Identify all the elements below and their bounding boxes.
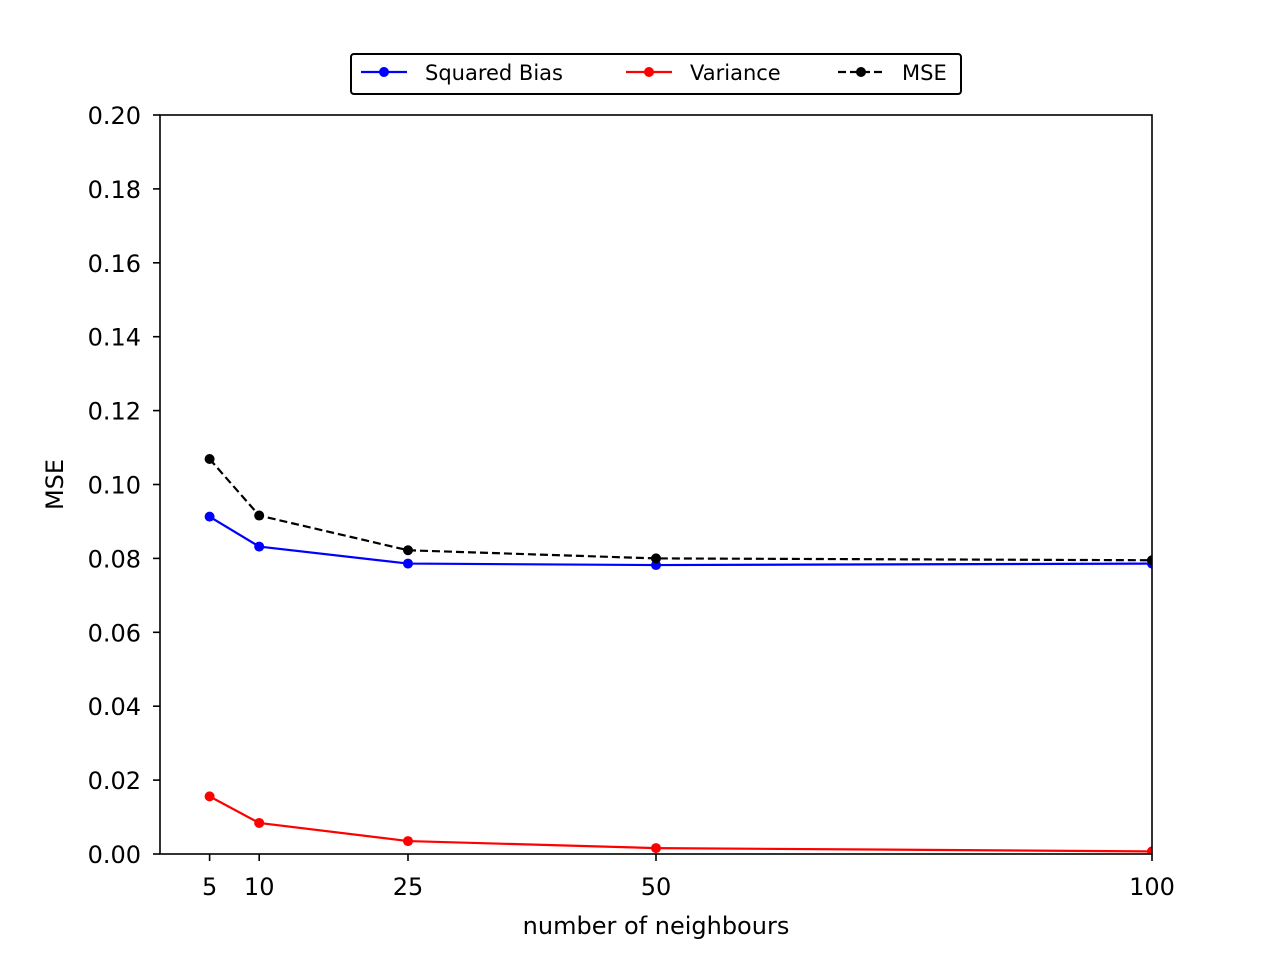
y-tick-label: 0.20: [88, 102, 141, 130]
y-tick-label: 0.06: [88, 619, 141, 647]
data-point-variance: [254, 817, 265, 828]
x-axis: 5 10 25 50 100: [202, 854, 1175, 901]
plot-area-frame: [159, 114, 1153, 855]
legend-frame: [350, 53, 962, 95]
legend-label: Variance: [690, 61, 781, 85]
legend-entry-squared-bias: Squared Bias: [361, 61, 563, 85]
data-point-variance: [403, 836, 413, 847]
series-line-mse: [208, 458, 1152, 562]
legend-entry-variance: Variance: [626, 61, 781, 85]
legend-swatch-marker: [379, 67, 389, 77]
data-point-variance: [1147, 846, 1152, 854]
data-point-squared-bias: [403, 558, 413, 569]
data-point-variance: [204, 791, 215, 802]
legend-swatch-marker: [644, 67, 654, 77]
x-tick-label: 50: [641, 873, 672, 901]
data-point-mse: [1147, 555, 1152, 566]
x-axis-title: number of neighbours: [523, 912, 790, 940]
legend-label: MSE: [902, 61, 947, 85]
y-tick-label: 0.02: [88, 767, 141, 795]
y-tick-label: 0.08: [88, 545, 141, 573]
x-tick-label: 25: [393, 873, 424, 901]
y-tick-label: 0.00: [88, 841, 141, 869]
series-layer: [204, 454, 1152, 854]
x-tick-label: 100: [1129, 873, 1175, 901]
y-axis: 0.00 0.02 0.04 0.06 0.08 0.10 0.12 0.14 0.16 0.18…: [88, 102, 160, 869]
x-tick-label: 5: [202, 873, 217, 901]
y-tick-label: 0.12: [88, 398, 141, 426]
data-point-squared-bias: [254, 541, 265, 552]
data-point-mse: [254, 510, 265, 521]
y-tick-label: 0.10: [88, 472, 141, 500]
y-axis-title: MSE: [41, 459, 69, 510]
legend-label: Squared Bias: [425, 61, 563, 85]
legend-swatch-marker: [856, 67, 866, 77]
series-line-squared-bias: [209, 515, 1152, 567]
x-tick-label: 10: [244, 873, 275, 901]
y-tick-label: 0.16: [88, 250, 141, 278]
legend-entry-mse: MSE: [838, 61, 947, 85]
y-tick-label: 0.14: [88, 324, 141, 352]
series-squared-bias: [204, 511, 1152, 571]
data-point-mse: [651, 553, 661, 564]
data-point-mse: [204, 454, 215, 465]
data-point-mse: [403, 545, 413, 556]
y-tick-label: 0.18: [88, 176, 141, 204]
data-point-variance: [651, 843, 661, 854]
series-variance: [204, 791, 1152, 854]
series-mse: [204, 454, 1152, 566]
data-point-squared-bias: [204, 511, 215, 522]
y-tick-label: 0.04: [88, 693, 141, 721]
series-line-variance: [209, 795, 1152, 853]
legend: Squared Bias Variance MSE: [350, 53, 962, 95]
